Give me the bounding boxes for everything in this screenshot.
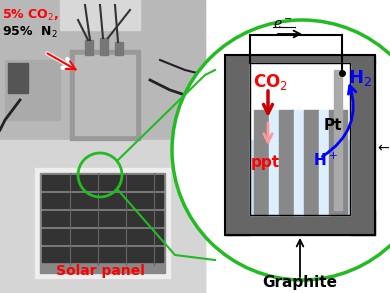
- Bar: [42, 193, 163, 208]
- Text: Pt: Pt: [324, 118, 342, 133]
- Bar: [42, 211, 163, 226]
- Bar: [294, 110, 304, 215]
- Bar: [0, 0, 205, 293]
- FancyArrowPatch shape: [323, 86, 356, 156]
- Bar: [334, 70, 342, 210]
- Bar: [8, 63, 28, 93]
- Bar: [85, 40, 93, 55]
- Bar: [60, 0, 140, 30]
- Bar: [100, 38, 108, 55]
- Bar: [115, 42, 123, 55]
- Bar: [250, 65, 350, 215]
- Bar: [254, 110, 269, 215]
- Bar: [319, 110, 329, 215]
- Bar: [250, 63, 350, 215]
- Bar: [329, 110, 347, 215]
- Bar: [250, 63, 350, 111]
- Bar: [70, 50, 140, 140]
- Bar: [250, 140, 350, 215]
- Bar: [350, 60, 375, 235]
- Bar: [279, 110, 294, 215]
- Bar: [42, 175, 163, 190]
- Text: H$_2$: H$_2$: [348, 68, 372, 88]
- Text: Graphite: Graphite: [262, 275, 337, 290]
- Text: $\leftarrow$Al: $\leftarrow$Al: [375, 141, 390, 156]
- Bar: [225, 55, 375, 63]
- Bar: [40, 173, 165, 273]
- Bar: [225, 60, 250, 235]
- Bar: [75, 55, 135, 135]
- Bar: [35, 168, 170, 278]
- Bar: [42, 229, 163, 244]
- Text: ppt: ppt: [250, 155, 280, 170]
- Circle shape: [172, 20, 390, 280]
- Text: H$^+$: H$^+$: [313, 152, 338, 169]
- Bar: [225, 210, 375, 235]
- Text: e$^-$: e$^-$: [273, 18, 292, 32]
- Text: CO$_2$: CO$_2$: [253, 72, 287, 92]
- Bar: [225, 55, 375, 235]
- Text: 5% CO$_2$,: 5% CO$_2$,: [2, 8, 59, 23]
- Text: 95%  N$_2$: 95% N$_2$: [2, 25, 58, 40]
- Bar: [0, 0, 205, 140]
- Bar: [42, 247, 163, 262]
- Bar: [0, 140, 205, 293]
- Bar: [269, 110, 279, 215]
- Text: Solar panel: Solar panel: [55, 264, 144, 278]
- Bar: [5, 60, 60, 120]
- Bar: [304, 110, 319, 215]
